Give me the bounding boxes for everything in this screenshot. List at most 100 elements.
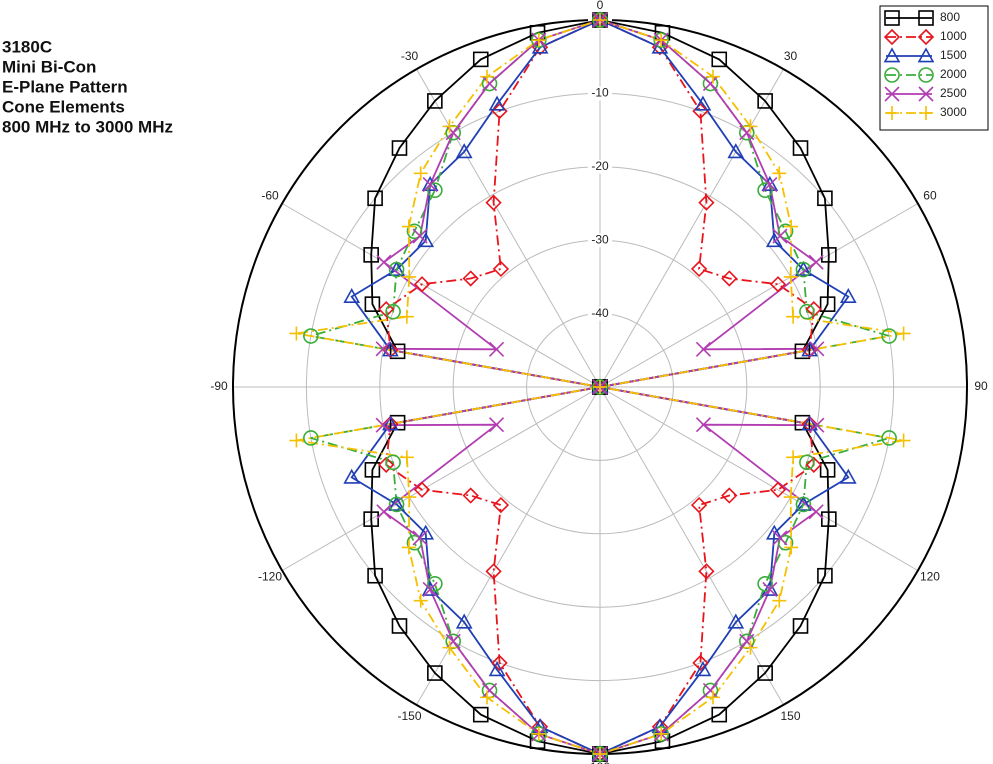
marker	[883, 28, 901, 46]
r-tick-label: -10	[591, 86, 609, 100]
marker	[367, 190, 383, 207]
theta-tick-label: 120	[920, 570, 940, 584]
marker	[918, 67, 934, 83]
marker	[303, 328, 319, 344]
marker	[391, 140, 408, 156]
marker	[388, 495, 405, 511]
plot	[289, 11, 911, 763]
marker	[427, 665, 443, 681]
marker	[422, 177, 438, 193]
marker	[382, 341, 399, 357]
theta-tick-label: -30	[401, 49, 419, 63]
marker	[427, 575, 443, 592]
marker	[757, 182, 773, 199]
marker	[375, 417, 391, 433]
marker	[698, 563, 715, 580]
marker	[488, 417, 505, 433]
marker	[654, 33, 669, 48]
legend-label: 2500	[940, 86, 967, 100]
marker	[694, 95, 712, 111]
marker	[485, 194, 502, 211]
marker	[772, 228, 788, 244]
marker	[896, 433, 911, 448]
marker	[711, 706, 728, 723]
theta-tick-label: 150	[780, 709, 800, 723]
legend: 800 1000 1500 2000 2500 3000	[879, 5, 989, 131]
theta-tick-label: 180	[590, 760, 610, 764]
grid: 0 30 60 90 120 150 180 -150 -120 -90 -60 -30 -40 -30 -…	[210, 0, 988, 764]
marker	[417, 232, 435, 248]
marker	[531, 33, 546, 48]
marker	[896, 326, 911, 341]
marker	[884, 86, 900, 102]
marker	[839, 287, 857, 304]
legend-label: 800	[940, 10, 960, 24]
marker	[881, 430, 897, 446]
marker	[883, 47, 901, 63]
marker	[783, 490, 798, 505]
marker	[488, 341, 505, 357]
marker	[382, 415, 399, 431]
marker	[376, 504, 392, 520]
marker	[808, 254, 824, 270]
marker	[364, 296, 381, 312]
title-line: 3180C	[2, 37, 52, 56]
marker	[491, 654, 508, 672]
marker	[531, 726, 546, 741]
theta-tick-label: -60	[261, 189, 279, 203]
marker	[757, 665, 773, 681]
marker	[690, 260, 708, 278]
marker	[819, 296, 836, 312]
marker	[839, 468, 857, 484]
spoke	[599, 386, 919, 571]
marker	[481, 682, 498, 699]
label-bg	[588, 86, 612, 101]
marker	[918, 10, 934, 26]
marker	[413, 593, 428, 608]
marker	[777, 534, 794, 551]
marker	[385, 454, 401, 471]
theta-tick-label: 60	[923, 189, 937, 203]
marker	[593, 747, 607, 761]
marker	[695, 417, 712, 433]
marker	[402, 490, 417, 505]
theta-tick-label: 90	[974, 379, 988, 393]
theta-tick-label: -120	[258, 570, 282, 584]
legend-label: 3000	[940, 105, 967, 119]
marker	[367, 567, 383, 584]
marker	[413, 166, 428, 181]
marker	[783, 269, 798, 284]
marker	[919, 106, 933, 120]
r-tick-label: -40	[591, 306, 609, 320]
marker	[445, 633, 461, 649]
marker	[363, 511, 379, 527]
marker	[391, 618, 408, 634]
marker	[442, 640, 457, 655]
spoke	[416, 386, 601, 706]
marker	[772, 593, 787, 608]
title-line: 800 MHz to 3000 MHz	[2, 117, 173, 136]
marker	[769, 481, 787, 498]
marker	[406, 534, 423, 551]
marker	[739, 125, 755, 141]
marker	[795, 261, 812, 278]
marker	[363, 247, 379, 263]
marker	[385, 303, 401, 320]
legend-box	[879, 5, 989, 131]
marker	[472, 706, 489, 723]
marker	[765, 524, 783, 540]
marker	[417, 524, 435, 540]
marker	[375, 341, 391, 357]
marker	[817, 567, 833, 584]
marker	[757, 575, 773, 592]
marker	[809, 417, 825, 433]
r-tick-label: -20	[591, 159, 609, 173]
marker	[727, 613, 745, 629]
marker	[809, 341, 825, 357]
marker	[757, 93, 773, 109]
marker	[378, 456, 395, 473]
spoke	[599, 68, 784, 388]
marker	[442, 119, 457, 134]
marker	[884, 67, 900, 83]
